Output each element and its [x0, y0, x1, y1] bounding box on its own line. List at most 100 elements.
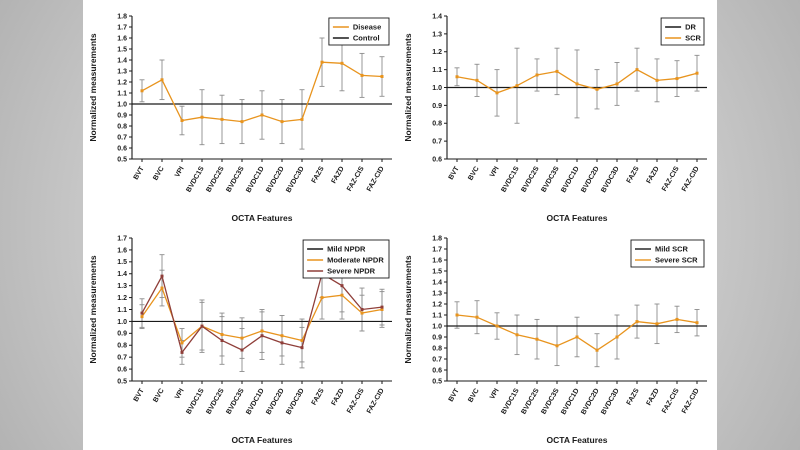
- svg-text:FAZD: FAZD: [330, 387, 345, 406]
- svg-text:BVDC3D: BVDC3D: [285, 387, 305, 415]
- svg-text:Severe NPDR: Severe NPDR: [327, 266, 376, 275]
- svg-text:1.2: 1.2: [117, 294, 127, 301]
- svg-text:BVDC2D: BVDC2D: [265, 165, 285, 193]
- svg-text:1.2: 1.2: [432, 49, 442, 56]
- svg-text:0.7: 0.7: [432, 138, 442, 145]
- svg-text:FAZD: FAZD: [645, 165, 660, 184]
- svg-text:BVDC3S: BVDC3S: [225, 387, 245, 415]
- svg-text:OCTA Features: OCTA Features: [231, 435, 292, 445]
- svg-text:BVT: BVT: [132, 386, 145, 402]
- svg-text:0.8: 0.8: [117, 123, 127, 130]
- svg-text:FAZ-CIS: FAZ-CIS: [346, 165, 366, 192]
- svg-text:BVDC2D: BVDC2D: [265, 387, 285, 415]
- svg-text:OCTA Features: OCTA Features: [231, 213, 292, 223]
- svg-text:1.5: 1.5: [432, 268, 442, 275]
- svg-text:0.8: 0.8: [432, 345, 442, 352]
- svg-text:BVC: BVC: [467, 387, 480, 403]
- svg-text:1.1: 1.1: [117, 90, 127, 97]
- svg-text:BVC: BVC: [467, 165, 480, 181]
- legend-box: [660, 17, 704, 45]
- svg-text:1.0: 1.0: [432, 84, 442, 91]
- svg-text:FAZS: FAZS: [310, 387, 325, 406]
- svg-text:BVDC2S: BVDC2S: [205, 165, 225, 193]
- svg-text:BVDC1D: BVDC1D: [560, 387, 580, 415]
- svg-text:Severe SCR: Severe SCR: [655, 255, 698, 264]
- svg-text:BVDC2S: BVDC2S: [520, 387, 540, 415]
- svg-text:Moderate NPDR: Moderate NPDR: [327, 255, 384, 264]
- svg-text:FAZ-CID: FAZ-CID: [680, 165, 700, 192]
- chart-svg: 0.5 0.6 0.7 0.8 0.9 1.0 1.1 1.2 1.3 1.4 1.5 1.6 1.7 1…: [88, 13, 392, 223]
- svg-text:0.7: 0.7: [117, 134, 127, 141]
- svg-text:1.8: 1.8: [117, 13, 127, 20]
- svg-text:1.5: 1.5: [117, 259, 127, 266]
- svg-text:0.9: 0.9: [432, 102, 442, 109]
- chart-scr-severity: 0.5 0.6 0.7 0.8 0.9 1.0 1.1 1.2 1.3 1.4 1.5 1.6 1.7 1…: [400, 226, 715, 448]
- svg-text:1.4: 1.4: [432, 13, 442, 20]
- svg-text:BVDC2S: BVDC2S: [520, 165, 540, 193]
- svg-text:VPI: VPI: [489, 387, 501, 400]
- svg-text:Normalized measurements: Normalized measurements: [403, 33, 413, 141]
- svg-text:0.8: 0.8: [117, 342, 127, 349]
- chart-disease-vs-control: 0.5 0.6 0.7 0.8 0.9 1.0 1.1 1.2 1.3 1.4 1.5 1.6 1.7 1…: [85, 4, 400, 226]
- svg-text:0.5: 0.5: [432, 378, 442, 385]
- svg-text:Normalized measurements: Normalized measurements: [88, 33, 98, 141]
- svg-text:1.1: 1.1: [117, 306, 127, 313]
- chart-dr-vs-scr: 0.6 0.7 0.8 0.9 1.0 1.1 1.2 1.3 1.4 BVT BVC VPI BVDC…: [400, 4, 715, 226]
- svg-text:Normalized measurements: Normalized measurements: [403, 255, 413, 363]
- svg-text:FAZ-CIS: FAZ-CIS: [661, 165, 681, 192]
- chart-svg: 0.5 0.6 0.7 0.8 0.9 1.0 1.1 1.2 1.3 1.4 1.5 1.6 1.7 B…: [88, 235, 392, 445]
- svg-text:1.7: 1.7: [432, 246, 442, 253]
- svg-text:BVDC3D: BVDC3D: [285, 165, 305, 193]
- svg-text:FAZD: FAZD: [330, 165, 345, 184]
- svg-text:1.7: 1.7: [117, 235, 127, 242]
- svg-text:0.7: 0.7: [117, 354, 127, 361]
- svg-text:BVDC3D: BVDC3D: [600, 387, 620, 415]
- svg-text:1.0: 1.0: [117, 101, 127, 108]
- svg-text:BVC: BVC: [152, 387, 165, 403]
- figure-panel: 0.5 0.6 0.7 0.8 0.9 1.0 1.1 1.2 1.3 1.4 1.5 1.6 1.7 1…: [83, 0, 717, 450]
- svg-text:BVDC2D: BVDC2D: [580, 387, 600, 415]
- legend-box: [327, 17, 389, 45]
- svg-text:BVDC1D: BVDC1D: [245, 165, 265, 193]
- svg-text:BVDC3D: BVDC3D: [600, 165, 620, 193]
- svg-text:BVDC1S: BVDC1S: [185, 387, 205, 415]
- svg-text:SCR: SCR: [685, 33, 701, 42]
- svg-text:0.9: 0.9: [117, 112, 127, 119]
- svg-text:BVT: BVT: [447, 164, 460, 180]
- svg-text:OCTA Features: OCTA Features: [546, 435, 607, 445]
- svg-text:Mild SCR: Mild SCR: [655, 244, 688, 253]
- svg-text:BVDC1S: BVDC1S: [500, 165, 520, 193]
- chart-npdr-severity: 0.5 0.6 0.7 0.8 0.9 1.0 1.1 1.2 1.3 1.4 1.5 1.6 1.7 B…: [85, 226, 400, 448]
- svg-text:FAZS: FAZS: [625, 165, 640, 184]
- svg-text:BVDC3S: BVDC3S: [540, 387, 560, 415]
- svg-text:VPI: VPI: [174, 387, 186, 400]
- svg-text:BVDC1S: BVDC1S: [185, 165, 205, 193]
- chart-svg: 0.5 0.6 0.7 0.8 0.9 1.0 1.1 1.2 1.3 1.4 1.5 1.6 1.7 1…: [403, 235, 707, 445]
- svg-text:0.6: 0.6: [117, 366, 127, 373]
- svg-text:BVDC2S: BVDC2S: [205, 387, 225, 415]
- svg-text:BVDC3S: BVDC3S: [225, 165, 245, 193]
- svg-text:1.3: 1.3: [432, 290, 442, 297]
- svg-text:Mild NPDR: Mild NPDR: [327, 244, 366, 253]
- svg-text:BVT: BVT: [132, 164, 145, 180]
- svg-text:BVDC1D: BVDC1D: [245, 387, 265, 415]
- svg-text:FAZ-CID: FAZ-CID: [680, 387, 700, 414]
- svg-text:BVC: BVC: [152, 165, 165, 181]
- svg-text:1.6: 1.6: [117, 247, 127, 254]
- svg-text:1.3: 1.3: [432, 31, 442, 38]
- svg-text:FAZD: FAZD: [645, 387, 660, 406]
- svg-text:FAZS: FAZS: [310, 165, 325, 184]
- svg-text:FAZS: FAZS: [625, 387, 640, 406]
- svg-text:0.5: 0.5: [117, 156, 127, 163]
- svg-text:0.8: 0.8: [432, 120, 442, 127]
- svg-text:1.3: 1.3: [117, 68, 127, 75]
- svg-text:Control: Control: [352, 33, 379, 42]
- svg-text:1.7: 1.7: [117, 24, 127, 31]
- svg-text:DR: DR: [685, 22, 696, 31]
- svg-text:Disease: Disease: [352, 22, 380, 31]
- svg-text:BVDC1D: BVDC1D: [560, 165, 580, 193]
- svg-text:1.2: 1.2: [432, 301, 442, 308]
- svg-text:OCTA Features: OCTA Features: [546, 213, 607, 223]
